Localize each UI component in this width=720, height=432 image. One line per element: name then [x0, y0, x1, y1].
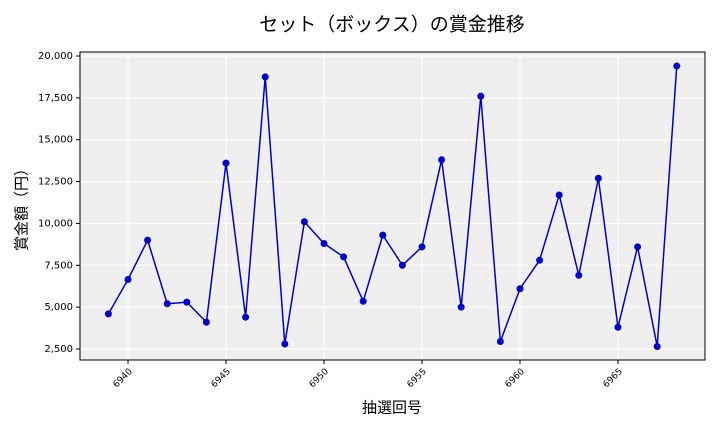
point [242, 313, 250, 321]
y-tick-label: 5,000 [44, 302, 73, 313]
point [634, 243, 642, 251]
point [379, 231, 387, 239]
point [320, 240, 328, 248]
point [457, 303, 465, 311]
x-tick-label: 6960 [504, 367, 527, 390]
point [594, 174, 602, 182]
y-tick-label: 12,500 [38, 177, 73, 188]
y-tick-label: 20,000 [38, 51, 73, 62]
point [575, 271, 583, 279]
point [673, 62, 681, 70]
point [653, 342, 661, 350]
y-tick-label: 7,500 [44, 260, 73, 271]
point [418, 243, 426, 251]
point [300, 218, 308, 226]
plot-background [80, 52, 705, 360]
point [340, 253, 348, 261]
point [163, 300, 171, 308]
point [144, 236, 152, 244]
point [516, 285, 524, 293]
x-tick-label: 6965 [602, 367, 625, 390]
plot-frame [79, 51, 706, 361]
y-tick-label: 17,500 [38, 93, 73, 104]
y-axis-title: 賞金額（円） [13, 161, 31, 251]
point [261, 73, 269, 81]
y-tick-label: 10,000 [38, 218, 73, 229]
point [438, 156, 446, 164]
line [107, 65, 678, 347]
point [477, 92, 485, 100]
point [555, 191, 563, 199]
point [202, 318, 210, 326]
point [124, 276, 132, 284]
point [614, 323, 622, 331]
x-tick-label: 6945 [210, 367, 233, 390]
y-tick-label: 15,000 [38, 135, 73, 146]
x-tick-label: 6950 [308, 367, 331, 390]
point [359, 297, 367, 305]
x-tick-label: 6940 [112, 367, 135, 390]
point [496, 337, 504, 345]
point [398, 261, 406, 269]
x-axis-title: 抽選回号 [362, 399, 422, 417]
point [281, 340, 289, 348]
x-tick-label: 6955 [406, 367, 429, 390]
point [536, 256, 544, 264]
y-tick-label: 2,500 [44, 344, 73, 355]
point [183, 298, 191, 306]
point [104, 310, 112, 318]
point [222, 159, 230, 167]
chart-title: セット（ボックス）の賞金推移 [259, 14, 524, 36]
